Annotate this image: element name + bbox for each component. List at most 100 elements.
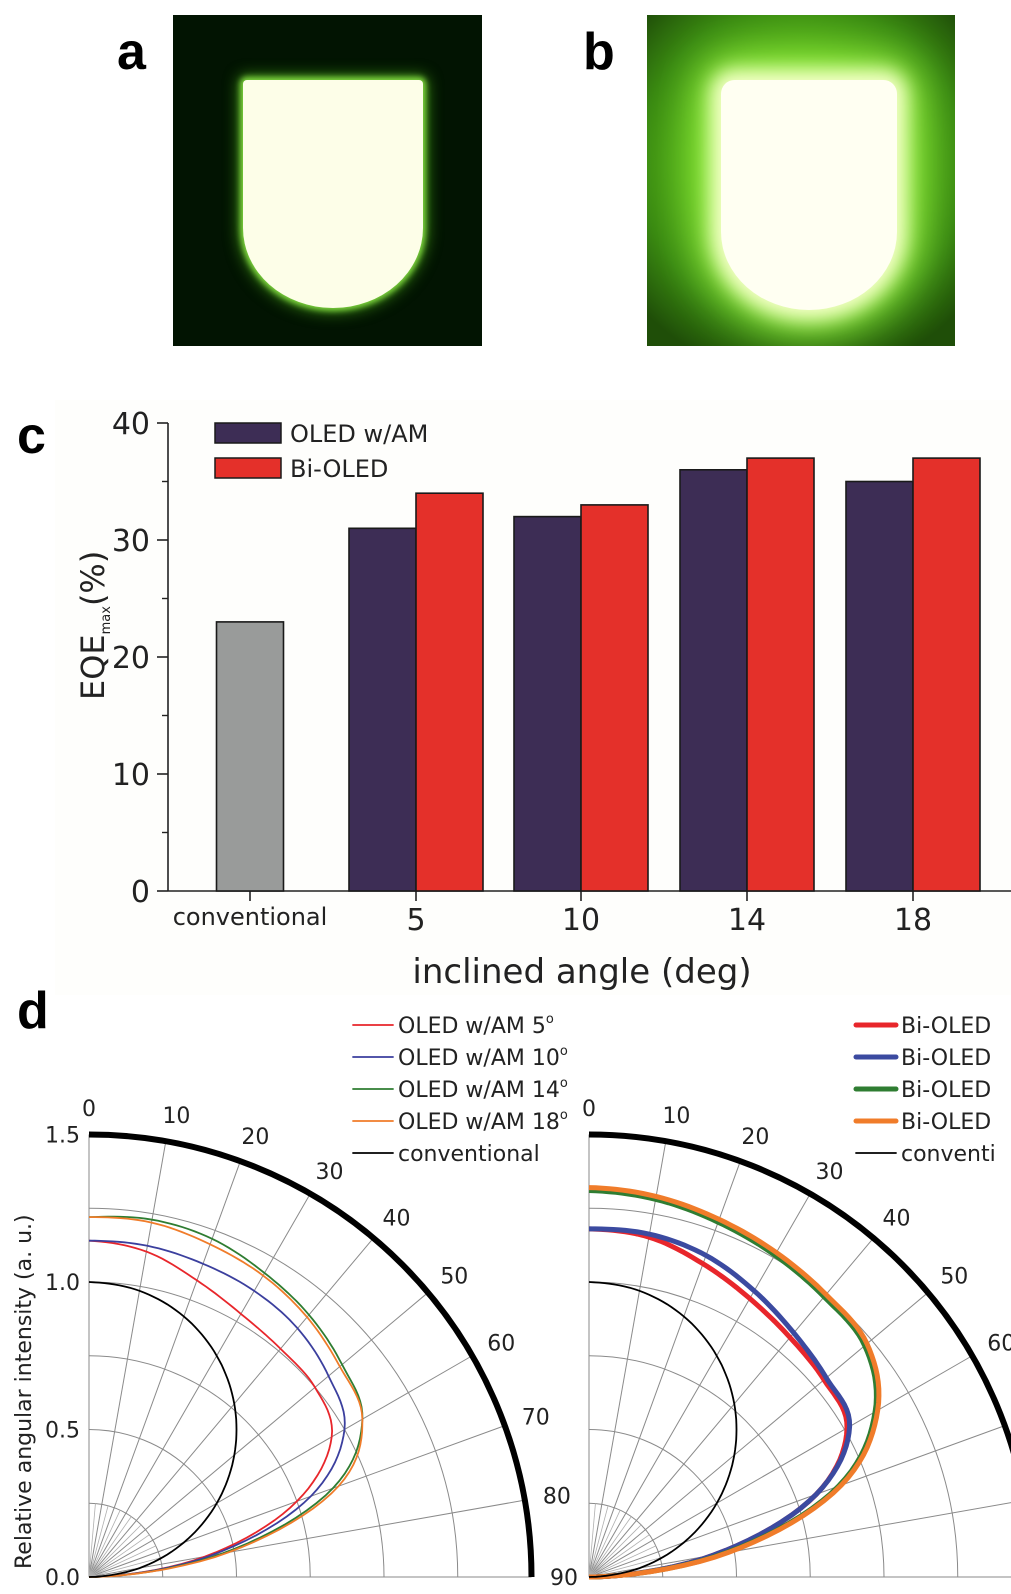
x-tick-label: 10	[562, 903, 600, 938]
bar-bi-oled-18	[912, 457, 981, 892]
y-tick-label: 40	[112, 407, 150, 442]
angular-minor-spoke	[88, 1557, 161, 1578]
legend-label: Bi-OLED	[901, 1110, 991, 1135]
angular-grid-spoke	[588, 1502, 1011, 1578]
legend-label: Bi-OLED	[901, 1014, 991, 1039]
angular-grid-spoke	[88, 1237, 374, 1578]
angular-minor-spoke	[588, 1557, 661, 1578]
angle-tick-label: 0	[582, 1097, 596, 1122]
y-axis-title: Relative angular intensity (a. u.)	[12, 1214, 37, 1569]
angular-grid-spoke	[88, 1355, 473, 1578]
angular-grid-spoke	[88, 1161, 241, 1578]
angle-tick-label: 60	[487, 1331, 515, 1356]
angular-grid-spoke	[588, 1141, 667, 1578]
angle-tick-label: 90	[550, 1566, 578, 1591]
polar-curves	[588, 1185, 882, 1580]
angle-tick-label: 80	[543, 1485, 571, 1510]
angular-minor-spoke	[88, 1534, 150, 1578]
bar-bi-oled-14	[746, 457, 815, 892]
radial-grid-arc	[88, 1355, 311, 1578]
angular-minor-spoke	[88, 1524, 142, 1578]
curve-oled-w-am-5	[88, 1239, 334, 1578]
polar-labels: 0 10 20 30 40 50 60 70 80 90 0.0 0.5 1.0 1.5 Relative …	[12, 1097, 578, 1591]
angle-tick-label: 20	[741, 1125, 769, 1150]
bar-chart-legend: OLED w/AM Bi-OLED	[214, 420, 428, 483]
radial-grid-arc	[588, 1355, 811, 1578]
emitting-area	[721, 80, 897, 310]
bar-chart: 0 10 20 30 40 conventional 5 10 14 18 inclined ang…	[74, 407, 1011, 992]
bar-bi-oled-5	[415, 492, 484, 892]
legend-swatch	[214, 422, 282, 444]
polar-legend: OLED w/AM 5o OLED w/AM 10o OLED w/AM 14o OL…	[352, 1012, 568, 1167]
angular-minor-spoke	[588, 1516, 632, 1578]
x-tick-label: 14	[728, 903, 766, 938]
curve-conventional	[88, 1281, 238, 1578]
angular-minor-spoke	[588, 1545, 657, 1578]
curve-conventi	[588, 1281, 738, 1578]
photo-bi-oled-device	[647, 15, 955, 346]
angular-grid-spoke	[88, 1193, 311, 1578]
x-tick-label: 5	[406, 903, 425, 938]
polar-grid	[88, 1131, 535, 1578]
legend-label: Bi-OLED	[901, 1078, 991, 1103]
panel-label-b: b	[583, 23, 615, 81]
angular-minor-spoke	[88, 1509, 121, 1578]
curve-bi-oled	[588, 1188, 879, 1580]
polar-chart-right: 0 102030405060Bi-OLEDBi-OLEDBi-OLEDBi-OLE…	[582, 1014, 1011, 1580]
angle-tick-label: 70	[522, 1406, 550, 1431]
angular-minor-spoke	[588, 1524, 642, 1578]
angle-tick-label: 60	[987, 1331, 1011, 1356]
emitting-area	[243, 80, 423, 308]
legend-label: Bi-OLED	[290, 455, 388, 483]
y-tick-label: 20	[112, 641, 150, 676]
radial-grid-arc	[588, 1281, 885, 1578]
x-tick-label: conventional	[173, 903, 328, 931]
angle-tick-label: 30	[816, 1160, 844, 1185]
angle-tick-label: 10	[662, 1104, 690, 1129]
angular-grid-spoke	[88, 1499, 525, 1578]
legend-label: Bi-OLED	[901, 1046, 991, 1071]
angular-grid-spoke	[88, 1292, 429, 1578]
legend-label: conventi	[901, 1142, 996, 1167]
angular-grid-spoke	[588, 1292, 929, 1578]
bar-chart-bars	[215, 457, 981, 892]
angular-minor-spoke	[588, 1505, 609, 1578]
polar-labels: 0 10 20 30 40 50 60	[582, 1097, 1011, 1357]
angle-tick-label: 10	[162, 1104, 190, 1129]
bar-oled-w-am-5	[348, 527, 417, 892]
polar-chart-left: 0 10 20 30 40 50 60 70 80 90 0.0 0.5 1.0 1.5 Relative …	[12, 1012, 578, 1591]
angle-tick-label: 40	[382, 1207, 410, 1232]
radial-tick-label: 1.5	[45, 1124, 80, 1149]
curve-oled-w-am-18	[88, 1216, 364, 1578]
angular-grid-spoke	[588, 1425, 1005, 1578]
outer-arc	[588, 1131, 1011, 1455]
angle-tick-label: 0	[82, 1097, 96, 1122]
angle-tick-label: 40	[882, 1207, 910, 1232]
polar-legend: Bi-OLED Bi-OLED Bi-OLED Bi-OLED conventi	[853, 1014, 996, 1167]
angular-minor-spoke	[588, 1503, 596, 1578]
legend-label: conventional	[398, 1142, 540, 1167]
radial-grid-arc	[88, 1207, 459, 1578]
curve-oled-w-am-10	[88, 1239, 346, 1578]
angle-tick-label: 50	[440, 1265, 468, 1290]
polar-curves	[88, 1215, 364, 1578]
bar-oled-w-am-14	[679, 468, 748, 892]
radial-grid-arc	[88, 1281, 385, 1578]
angular-minor-spoke	[88, 1503, 96, 1578]
legend-label: OLED w/AM 18o	[398, 1108, 568, 1135]
curve-bi-oled	[588, 1185, 882, 1580]
angular-grid-spoke	[588, 1355, 973, 1578]
radial-tick-label: 1.0	[45, 1271, 80, 1296]
panel-label-d: d	[17, 982, 49, 1040]
angular-minor-spoke	[588, 1509, 621, 1578]
panel-label-c: c	[17, 407, 46, 465]
x-axis-title: inclined angle (deg)	[412, 952, 751, 992]
legend-swatch	[214, 457, 282, 479]
angle-tick-label: 30	[316, 1160, 344, 1185]
bar-oled-w-am-18	[845, 480, 914, 892]
legend-label: OLED w/AM	[290, 420, 428, 448]
curve-oled-w-am-14	[88, 1215, 364, 1578]
angle-tick-label: 20	[241, 1125, 269, 1150]
photo-oled-device	[173, 15, 482, 346]
